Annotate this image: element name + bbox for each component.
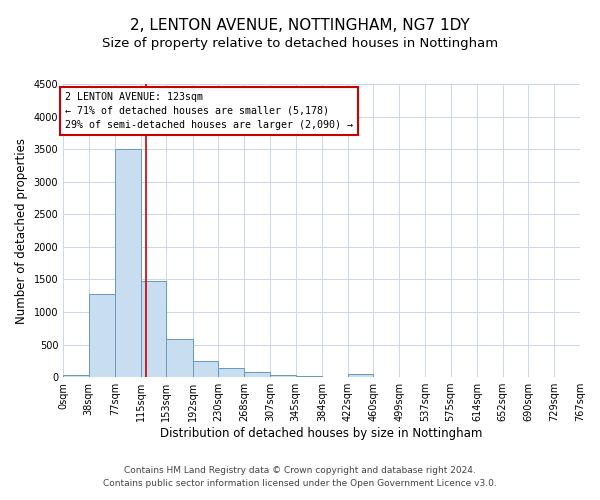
Bar [140, 280, 166, 377]
X-axis label: Distribution of detached houses by size in Nottingham: Distribution of detached houses by size … [160, 427, 483, 440]
Text: Size of property relative to detached houses in Nottingham: Size of property relative to detached ho… [102, 38, 498, 51]
Bar [115, 149, 140, 377]
Bar [166, 340, 193, 377]
Bar [244, 372, 270, 377]
Bar [296, 376, 322, 377]
Bar [63, 375, 89, 377]
Bar [218, 368, 244, 377]
Bar [89, 294, 115, 377]
Bar [347, 374, 373, 377]
Y-axis label: Number of detached properties: Number of detached properties [15, 138, 28, 324]
Bar [270, 375, 296, 377]
Text: Contains HM Land Registry data © Crown copyright and database right 2024.
Contai: Contains HM Land Registry data © Crown c… [103, 466, 497, 487]
Bar [193, 361, 218, 377]
Text: 2, LENTON AVENUE, NOTTINGHAM, NG7 1DY: 2, LENTON AVENUE, NOTTINGHAM, NG7 1DY [130, 18, 470, 32]
Text: 2 LENTON AVENUE: 123sqm
← 71% of detached houses are smaller (5,178)
29% of semi: 2 LENTON AVENUE: 123sqm ← 71% of detache… [65, 92, 353, 130]
